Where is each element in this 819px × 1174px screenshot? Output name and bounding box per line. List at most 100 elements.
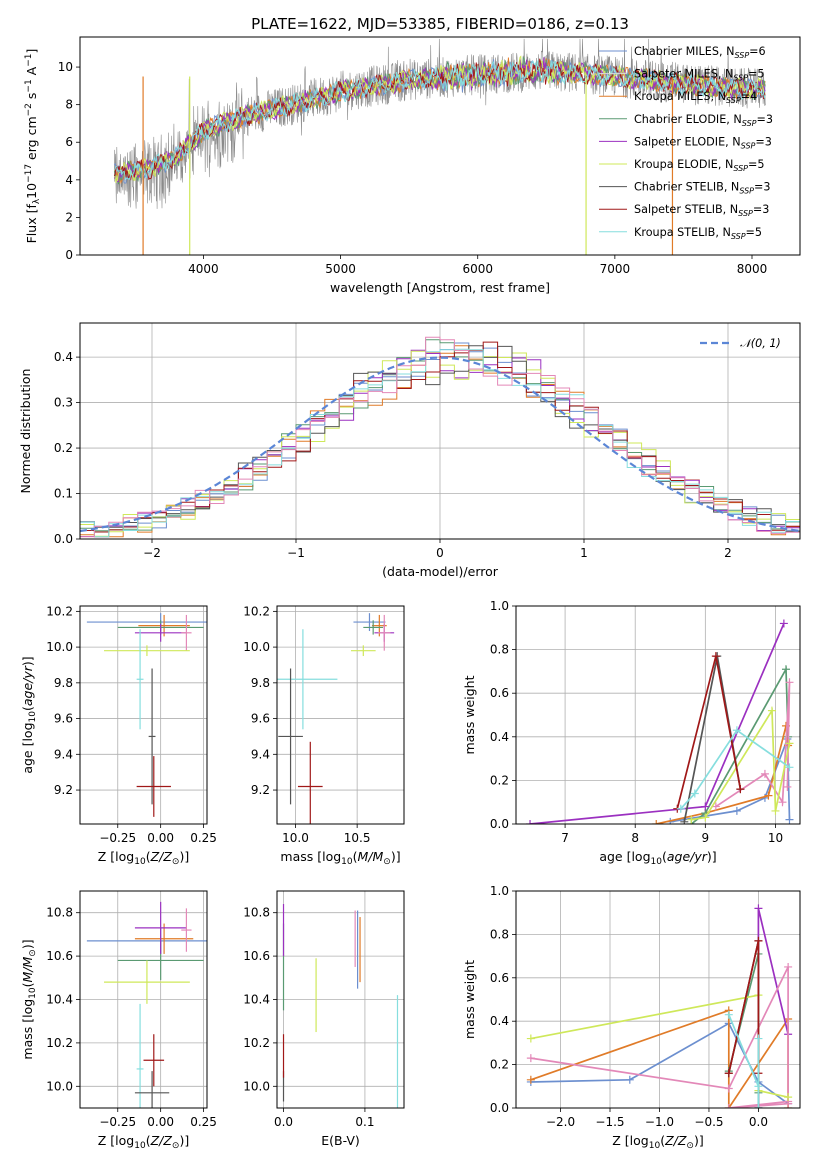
mass_vs_Z-panel: −0.25 0.00 0.25 10.0 10.2 10.4 10.6 10.8 Z [log1… <box>20 890 217 1151</box>
residual_histogram-ytick-label: 0.4 <box>54 350 73 364</box>
weight-marker <box>760 769 769 778</box>
spectrum-xtick-label: 8000 <box>737 262 768 276</box>
age_vs_mass-ytick-label: 9.4 <box>251 747 270 761</box>
mass_vs_Z-frame <box>79 890 208 1109</box>
spectrum-legend-entry: Salpeter MILES, NSSP=5 <box>599 68 765 83</box>
age_vs_Z-ytick-label: 10.0 <box>46 640 73 654</box>
spectrum-ytick-label: 4 <box>65 173 73 187</box>
weight_vs_age-xtick-label: 7 <box>561 831 569 845</box>
weight-marker <box>784 962 793 971</box>
mass_vs_ebv-frame <box>276 890 405 1109</box>
residual_histogram-xtick-label: −1 <box>287 546 305 560</box>
weight_vs_Z-xtick-label: −0.5 <box>694 1115 723 1129</box>
weight-marker <box>701 813 710 822</box>
mass_vs_ebv-ytick-label: 10.2 <box>243 1036 270 1050</box>
spectrum-xtick-label: 6000 <box>462 262 493 276</box>
spectrum-legend-entry: Kroupa STELIB, NSSP=5 <box>599 226 762 241</box>
weight_vs_age-plot-area <box>526 619 794 824</box>
weight-marker <box>778 798 787 807</box>
residual_histogram-ytick-label: 0.1 <box>54 487 73 501</box>
weight_vs_Z-ytick-label: 0.2 <box>490 1058 509 1072</box>
mass_vs_ebv-panel: 0.0 0.1 10.0 10.2 10.4 10.6 10.8 E(B-V) <box>243 890 405 1148</box>
legend-label: Chabrier ELODIE, NSSP=3 <box>634 113 773 128</box>
age_vs_Z-xtick-label: −0.25 <box>99 831 136 845</box>
weight_vs_Z-plot-area <box>526 904 793 1108</box>
errorbar-point <box>134 923 194 954</box>
errorbar-point <box>277 629 338 730</box>
weight-marker <box>764 791 773 800</box>
weight-marker <box>779 619 788 628</box>
weight_vs_age-ytick-label: 0.6 <box>490 686 509 700</box>
mass_vs_Z-xtick-label: 0.25 <box>190 1115 217 1129</box>
mass_vs_ebv-plot-area <box>282 904 399 1108</box>
weight-marker <box>711 652 720 661</box>
weight_vs_age-panel: 7 8 9 10 0.0 0.2 0.4 0.6 0.8 1.0 age [log10(age/yr… <box>462 599 801 867</box>
weight-line <box>680 729 790 810</box>
weight_vs_age-xtick-label: 9 <box>702 831 710 845</box>
spectrum-model-line <box>113 60 766 181</box>
errorbar-point <box>104 645 190 657</box>
weight_vs_Z-xtick-label: −1.0 <box>645 1115 674 1129</box>
age_vs_Z-xlabel: Z [log10(Z/Z⊙)] <box>98 849 189 867</box>
mass_vs_ebv-xtick-label: 0.0 <box>274 1115 293 1129</box>
normal-curve <box>80 356 800 533</box>
weight_vs_Z-xlabel: Z [log10(Z/Z⊙)] <box>612 1133 703 1151</box>
weight-line <box>757 908 789 1108</box>
errorbar-point <box>134 1071 170 1108</box>
residual_histogram-xtick-label: 0 <box>436 546 444 560</box>
spectrum-ytick-label: 10 <box>58 60 73 74</box>
errorbar-point <box>378 614 391 651</box>
age_vs_Z-ytick-label: 10.2 <box>46 604 73 618</box>
residual_histogram-xtick-label: 2 <box>724 546 732 560</box>
age_vs_mass-ytick-label: 9.8 <box>251 676 270 690</box>
age_vs_mass-ytick-label: 10.2 <box>243 604 270 618</box>
weight-marker <box>736 785 745 794</box>
spectrum-plot-area <box>113 38 766 255</box>
errorbar-point <box>104 960 190 1004</box>
mass_vs_Z-ytick-label: 10.0 <box>46 1079 73 1093</box>
residual_histogram-ytick-label: 0.3 <box>54 396 73 410</box>
spectrum-legend-entry: Salpeter ELODIE, NSSP=3 <box>599 135 772 150</box>
mass_vs_Z-xtick-label: 0.00 <box>147 1115 174 1129</box>
age_vs_Z-ylabel: age [log10(age/yr)] <box>20 656 38 773</box>
spectrum-legend-entry: Chabrier MILES, NSSP=6 <box>599 45 766 60</box>
weight_vs_Z-xtick-label: −1.5 <box>595 1115 624 1129</box>
spectrum-legend-entry: Salpeter STELIB, NSSP=3 <box>599 203 769 218</box>
weight_vs_Z-ytick-label: 0.6 <box>490 971 509 985</box>
mass_vs_ebv-ytick-label: 10.0 <box>243 1079 270 1093</box>
weight_vs_Z-panel: −2.0 −1.5 −1.0 −0.5 0.0 0.0 0.2 0.4 0.6 0.8 1.0 Z [… <box>462 884 801 1151</box>
spectrum-xtick-label: 5000 <box>325 262 356 276</box>
weight-marker <box>732 726 741 735</box>
weight-marker <box>754 904 763 913</box>
weight_vs_Z-ytick-label: 0.0 <box>490 1101 509 1115</box>
weight-marker <box>526 820 535 824</box>
residual_histogram-ytick-label: 0.0 <box>54 532 73 546</box>
age_vs_mass-xlabel: mass [log10(M/M⊙)] <box>280 849 400 867</box>
weight_vs_age-ytick-label: 0.0 <box>490 817 509 831</box>
histogram-series <box>80 345 800 539</box>
weight-marker <box>783 782 792 791</box>
weight_vs_Z-ytick-label: 0.4 <box>490 1014 509 1028</box>
age_vs_Z-panel: −0.25 0.00 0.25 9.2 9.4 9.6 9.8 10.0 10.2 Z [log1… <box>20 604 217 867</box>
age_vs_Z-xtick-label: 0.25 <box>190 831 217 845</box>
age_vs_Z-xtick-label: 0.00 <box>147 831 174 845</box>
weight_vs_age-xtick-label: 10 <box>768 831 783 845</box>
age_vs_Z-plot-area <box>86 613 207 817</box>
weight_vs_Z-ytick-label: 1.0 <box>490 884 509 898</box>
age_vs_mass-plot-area <box>277 613 395 824</box>
legend-label: Salpeter ELODIE, NSSP=3 <box>634 135 772 150</box>
weight-marker <box>771 806 780 815</box>
legend-label: Kroupa STELIB, NSSP=5 <box>634 226 762 241</box>
residual_histogram-panel: −2 −1 0 1 2 0.0 0.1 0.2 0.3 0.4 𝒩(0, 1) (data-model… <box>18 322 801 579</box>
weight-series <box>526 962 793 1108</box>
age_vs_mass-ytick-label: 9.2 <box>251 783 270 797</box>
mass_vs_Z-xtick-label: −0.25 <box>99 1115 136 1129</box>
errorbar-point <box>136 629 144 730</box>
errorbar-point <box>136 756 171 817</box>
weight-marker <box>724 1069 733 1078</box>
weight-marker <box>701 802 710 811</box>
age_vs_Z-ytick-label: 9.6 <box>54 712 73 726</box>
mass_vs_Z-ytick-label: 10.8 <box>46 906 73 920</box>
weight-series <box>673 652 745 813</box>
age_vs_Z-ytick-label: 9.2 <box>54 783 73 797</box>
